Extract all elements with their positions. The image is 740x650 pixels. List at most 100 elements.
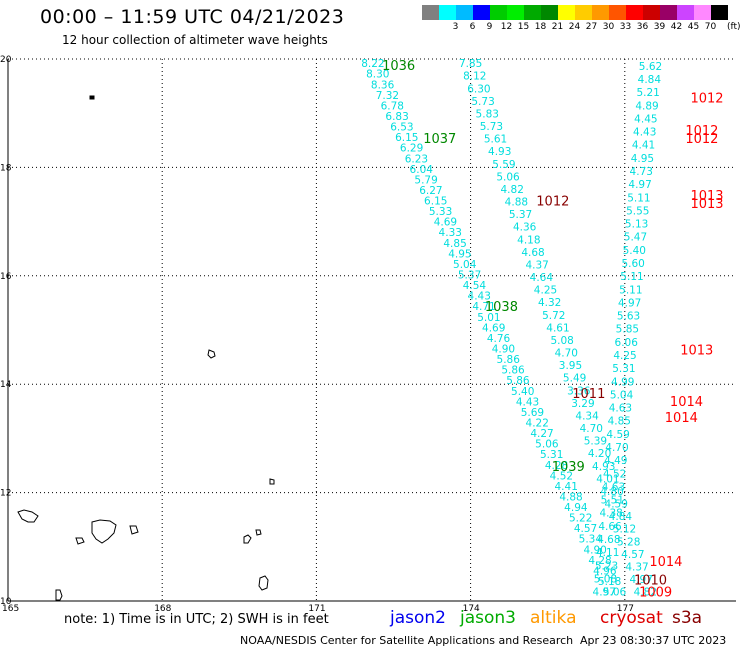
pressure-labels: 1036103710381039101210111012101210121013…	[382, 59, 723, 601]
latitude-tick-label: 10	[0, 597, 12, 607]
swh-value: 5.59	[492, 159, 515, 171]
scale-swatch	[626, 5, 643, 20]
scale-swatch	[439, 5, 456, 20]
swh-value: 5.40	[511, 386, 534, 398]
swh-value: 5.28	[617, 536, 640, 548]
island-outline	[89, 95, 95, 100]
swh-value: 4.88	[559, 491, 582, 503]
scale-tick-label: 3	[452, 22, 459, 32]
island-outline	[55, 589, 63, 601]
scale-tick-label: 12	[500, 22, 513, 32]
swh-value: 4.69	[434, 217, 457, 229]
swh-value: 5.73	[471, 96, 494, 108]
island-outline	[258, 575, 269, 591]
swh-value: 4.41	[632, 140, 655, 152]
swh-value: 5.61	[484, 134, 507, 146]
swh-value: 4.64	[530, 272, 554, 284]
swh-value: 4.41	[555, 481, 578, 493]
swh-value: 8.30	[366, 69, 389, 81]
swh-value: 4.97	[618, 297, 641, 309]
swh-value: 5.21	[636, 87, 659, 99]
swh-value: 4.57	[574, 523, 597, 535]
swh-value: 4.89	[635, 100, 658, 112]
swh-value: 5.69	[521, 407, 544, 419]
swh-value: 4.93	[592, 461, 615, 473]
swh-value: 4.95	[631, 153, 654, 165]
swh-value: 8.22	[361, 58, 384, 70]
scale-swatch	[694, 5, 711, 20]
pressure-label: 1011	[572, 387, 605, 402]
swh-value: 4.34	[575, 410, 599, 422]
scale-tick-label: 33	[619, 22, 632, 32]
swh-value: 5.83	[476, 108, 499, 120]
pressure-label: 1009	[639, 586, 672, 601]
swh-value: 4.73	[630, 166, 653, 178]
swh-value: 4.97	[628, 179, 651, 191]
swh-value: 3.36	[567, 385, 591, 397]
swh-value: 4.88	[505, 197, 528, 209]
swh-value: 4.76	[487, 333, 511, 345]
swh-value: 4.25	[613, 350, 636, 362]
swh-value: 6.15	[395, 132, 418, 144]
swh-value: 4.28	[588, 555, 611, 567]
scale-swatch	[490, 5, 507, 20]
scale-swatch	[660, 5, 677, 20]
swh-value: 4.96	[593, 565, 617, 577]
swh-value: 5.86	[501, 365, 525, 377]
swh-value: 5.39	[584, 436, 607, 448]
swh-value: 4.90	[583, 544, 606, 556]
pressure-label: 1014	[670, 395, 703, 410]
swh-value: 5.73	[480, 121, 503, 133]
scale-tick-label: 9	[486, 22, 493, 32]
satellite-legend-item: cryosat	[600, 608, 663, 628]
swh-value: 4.84	[609, 511, 633, 523]
latitude-tick-label: 20	[0, 55, 12, 65]
axis-labels: 165 168 171 174 177 20 18 16 14 12 10	[0, 55, 634, 614]
island-outline	[91, 519, 117, 544]
swh-value: 5.23	[595, 560, 618, 572]
swh-value: 4.37	[525, 259, 548, 271]
scale-swatch	[558, 5, 575, 20]
pressure-label: 1038	[485, 300, 518, 315]
swh-value: 5.51	[601, 495, 624, 507]
scale-swatch	[609, 5, 626, 20]
swh-value: 5.34	[579, 534, 603, 546]
swh-value: 5.85	[616, 324, 639, 336]
scale-tick-label: 36	[636, 22, 649, 32]
island-outline	[269, 478, 275, 485]
latitude-tick-label: 18	[0, 163, 12, 173]
swh-value: 5.60	[621, 258, 644, 270]
swh-value: 8.36	[371, 79, 395, 91]
swh-value: 8.12	[463, 71, 486, 83]
scale-tick-label: 18	[534, 22, 547, 32]
swh-value: 6.78	[381, 100, 404, 112]
generation-timestamp: Apr 23 08:30:37 UTC 2023	[580, 634, 727, 647]
pressure-label: 1012	[690, 91, 723, 106]
swh-value: 4.59	[606, 429, 629, 441]
pressure-label: 1014	[665, 411, 698, 426]
swh-value: 4.99	[611, 376, 634, 388]
scale-tick-label: 45	[687, 22, 700, 32]
swh-value: 4.70	[580, 423, 603, 435]
swh-value: 5.08	[594, 573, 617, 585]
swh-value: 5.72	[542, 310, 565, 322]
altimeter-track: 8.228.308.367.326.786.836.536.156.296.23…	[361, 58, 626, 598]
swh-value: 7.85	[459, 58, 482, 70]
swh-value: 4.01	[596, 473, 619, 485]
pressure-label: 1012	[685, 132, 718, 147]
swh-value: 4.25	[534, 285, 557, 297]
scale-tick-label: 70	[704, 22, 717, 32]
scale-tick-label: 21	[551, 22, 564, 32]
latitude-tick-label: 14	[0, 380, 12, 390]
swh-value: 5.62	[639, 61, 662, 73]
swh-value: 5.13	[625, 219, 648, 231]
scale-tick-label: 27	[585, 22, 598, 32]
swh-value: 5.01	[477, 312, 500, 324]
scale-tick-label: 24	[568, 22, 581, 32]
swh-value: 4.43	[468, 291, 491, 303]
scale-swatch	[456, 5, 473, 20]
scale-tick-label: 15	[517, 22, 530, 32]
credit-line: NOAA/NESDIS Center for Satellite Applica…	[240, 634, 574, 647]
swh-value: 5.37	[458, 270, 481, 282]
